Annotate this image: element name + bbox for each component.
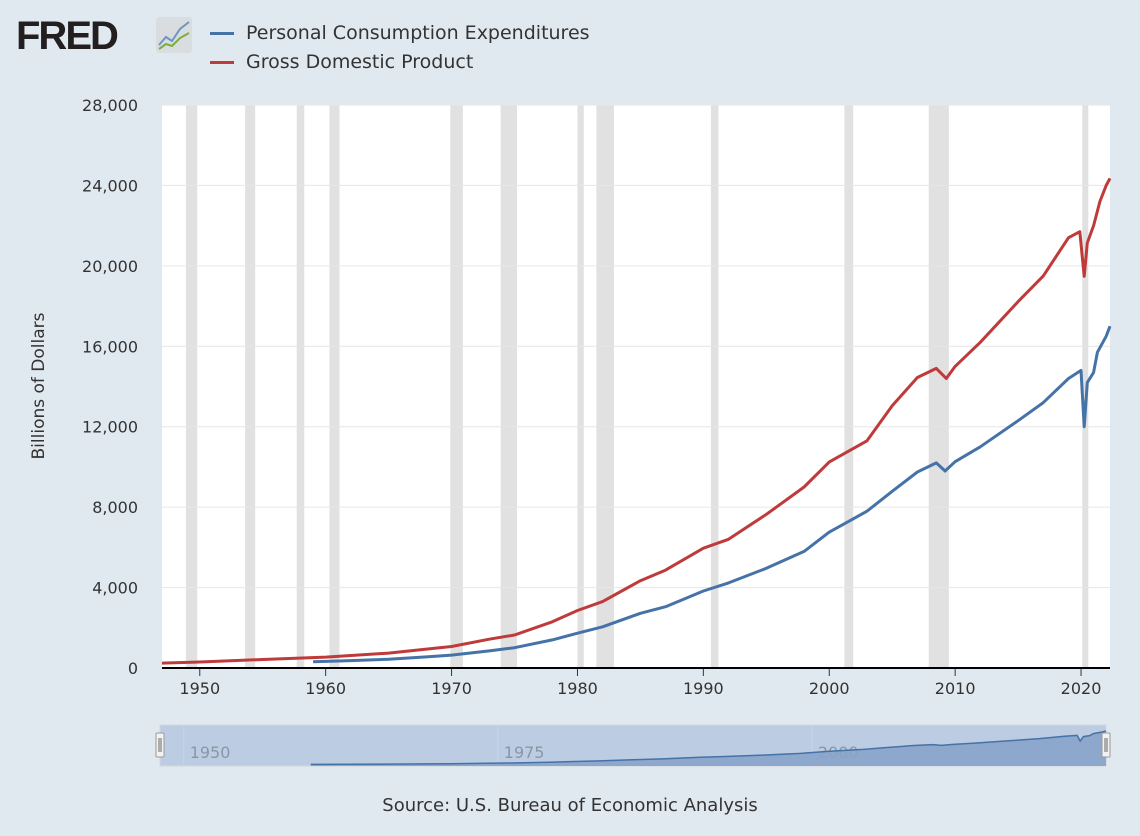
navigator-year-label: 1975 xyxy=(504,743,545,762)
navigator-area xyxy=(310,731,1106,766)
recession-band xyxy=(185,105,198,668)
fred-chart-icon xyxy=(156,17,192,53)
y-tick-label: 12,000 xyxy=(82,418,138,437)
source-note: Source: U.S. Bureau of Economic Analysis xyxy=(382,795,758,816)
y-tick-label: 24,000 xyxy=(82,176,138,195)
recession-band xyxy=(296,105,305,668)
recession-band xyxy=(577,105,584,668)
legend-item-gdp[interactable]: Gross Domestic Product xyxy=(210,51,473,73)
recession-band xyxy=(329,105,340,668)
plot-area xyxy=(162,105,1110,668)
recession-band xyxy=(710,105,719,668)
x-tick-label: 1950 xyxy=(179,679,220,698)
y-tick-label: 4,000 xyxy=(92,579,138,598)
recession-band xyxy=(844,105,854,668)
recession-band xyxy=(500,105,518,668)
x-tick-label: 1980 xyxy=(557,679,598,698)
y-tick-label: 16,000 xyxy=(82,337,138,356)
navigator-year-label: 1950 xyxy=(190,743,231,762)
y-axis-label: Billions of Dollars xyxy=(29,312,49,459)
x-tick-label: 2000 xyxy=(809,679,850,698)
navigator[interactable]: 195019752000 xyxy=(155,724,1111,767)
legend-swatch xyxy=(210,60,234,64)
navigator-handle-right[interactable] xyxy=(1101,732,1111,758)
x-tick-label: 1990 xyxy=(683,679,724,698)
x-tick-label: 1960 xyxy=(305,679,346,698)
x-tick-label: 2020 xyxy=(1061,679,1102,698)
legend-label: Gross Domestic Product xyxy=(246,51,474,73)
chart-svg: 0 4,000 8,000 12,000 16,000 20,000 24,000 28,00… xyxy=(29,96,1112,767)
y-tick-label: 8,000 xyxy=(92,498,138,517)
y-tick-label: 20,000 xyxy=(82,257,138,276)
legend-swatch xyxy=(210,31,234,35)
recession-band xyxy=(1082,105,1089,668)
legend-item-pce[interactable]: Personal Consumption Expenditures xyxy=(210,22,590,44)
y-tick-label: 28,000 xyxy=(82,96,138,115)
x-tick-label: 1970 xyxy=(431,679,472,698)
recession-band xyxy=(928,105,949,668)
navigator-handle-left[interactable] xyxy=(155,732,165,758)
recession-band xyxy=(596,105,614,668)
navigator-line xyxy=(310,730,1107,766)
x-tick-label: 2010 xyxy=(935,679,976,698)
fred-logo[interactable]: FRED xyxy=(16,14,119,58)
recession-band xyxy=(245,105,256,668)
y-tick-label: 0 xyxy=(128,659,138,678)
legend-label: Personal Consumption Expenditures xyxy=(246,22,590,44)
recession-band xyxy=(450,105,463,668)
